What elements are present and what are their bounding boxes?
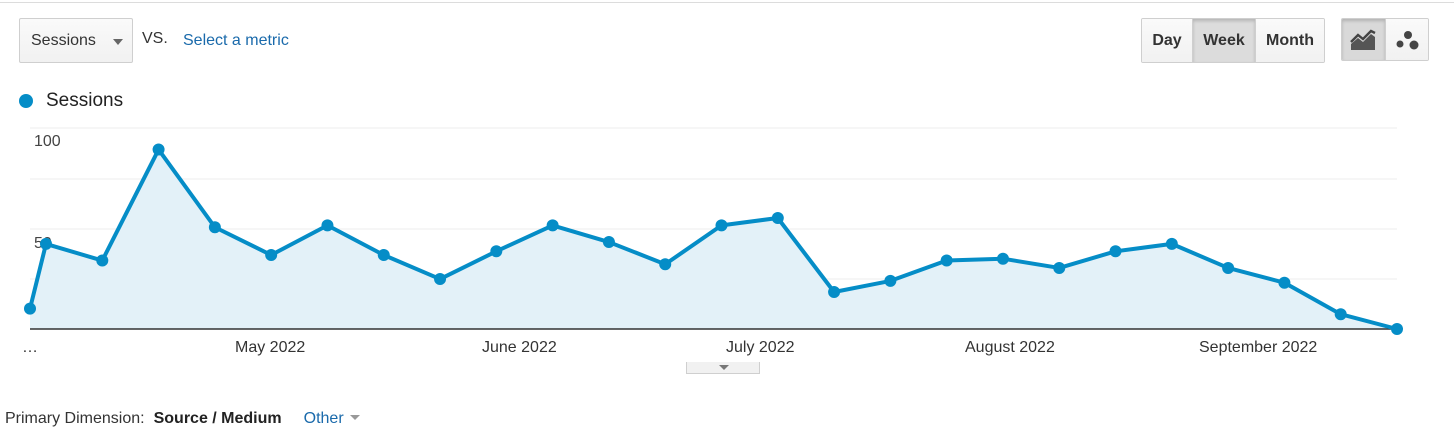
data-point: [96, 254, 109, 267]
x-tick-label: May 2022: [235, 339, 305, 356]
chart-collapse-toggle[interactable]: [686, 362, 760, 374]
metric-dropdown[interactable]: Sessions: [19, 18, 133, 63]
period-toggle-group: Day Week Month: [1141, 18, 1325, 63]
sessions-series-line: [28, 147, 1398, 331]
metric-dropdown-value: Sessions: [31, 32, 96, 49]
top-divider: [0, 2, 1454, 3]
data-point: [602, 236, 615, 249]
data-point: [884, 274, 897, 287]
data-point: [377, 249, 390, 261]
data-point: [1278, 276, 1291, 289]
x-tick-label: August 2022: [965, 339, 1055, 356]
chevron-down-icon: [113, 39, 123, 45]
motion-chart-button[interactable]: [1384, 19, 1428, 60]
data-point: [828, 286, 841, 298]
vs-label: VS.: [142, 30, 168, 47]
data-point: [996, 252, 1009, 265]
select-a-metric-link[interactable]: Select a metric: [183, 32, 289, 49]
data-point: [490, 245, 503, 258]
line-chart-icon: [1350, 29, 1376, 50]
chart-legend: Sessions: [19, 90, 123, 112]
data-point: [321, 219, 334, 232]
chevron-down-icon: [349, 415, 360, 420]
data-point: [546, 219, 559, 232]
data-point: [940, 254, 953, 267]
week-button[interactable]: Week: [1192, 19, 1255, 62]
x-tick-label: July 2022: [726, 339, 795, 356]
x-tick-label: September 2022: [1199, 339, 1317, 356]
data-point: [715, 219, 728, 232]
legend-label: Sessions: [46, 90, 124, 111]
data-point: [1053, 261, 1066, 274]
data-point: [152, 143, 165, 156]
data-point: [208, 221, 221, 234]
month-button[interactable]: Month: [1255, 19, 1324, 62]
x-tick-label: …: [22, 339, 38, 356]
data-point: [771, 212, 784, 224]
data-point: [1109, 245, 1122, 258]
series-area: [30, 149, 1397, 329]
data-point: [40, 237, 52, 250]
day-button[interactable]: Day: [1142, 19, 1192, 62]
chart-type-toggle-group: [1341, 18, 1429, 61]
y-tick-label: 100: [34, 133, 61, 150]
data-point: [659, 258, 672, 271]
data-point: [434, 273, 447, 286]
chevron-down-icon: [719, 365, 729, 370]
legend-dot-icon: [19, 94, 33, 108]
motion-chart-icon: [1396, 30, 1419, 49]
other-dimension-link[interactable]: Other: [303, 410, 344, 427]
data-point: [265, 249, 278, 261]
data-point: [1334, 308, 1347, 321]
data-point: [1222, 261, 1235, 274]
primary-dimension-label: Primary Dimension:: [5, 410, 145, 427]
x-tick-label: June 2022: [482, 339, 557, 356]
line-chart-button[interactable]: [1342, 19, 1385, 60]
data-point: [1165, 237, 1178, 250]
data-point: [24, 302, 36, 315]
primary-dimension-row: Primary Dimension: Source / Medium Other: [5, 410, 360, 428]
data-point: [1391, 323, 1403, 335]
primary-dimension-value[interactable]: Source / Medium: [153, 410, 282, 427]
